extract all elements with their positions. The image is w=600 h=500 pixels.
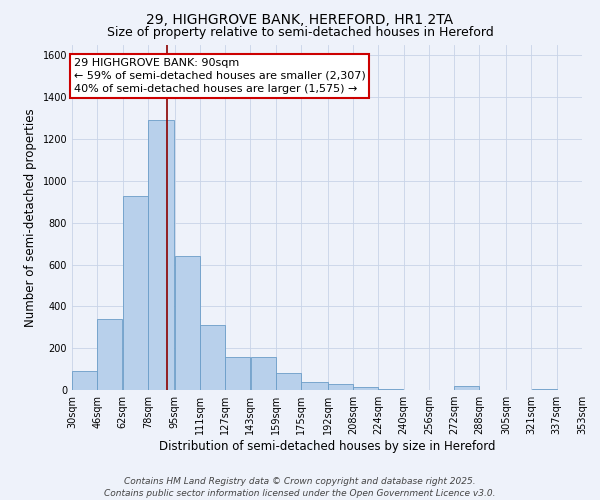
Text: Size of property relative to semi-detached houses in Hereford: Size of property relative to semi-detach…	[107, 26, 493, 39]
Bar	[251, 356, 275, 390]
Bar	[328, 384, 353, 390]
Bar	[353, 387, 378, 390]
Bar	[200, 325, 225, 390]
Text: 29, HIGHGROVE BANK, HEREFORD, HR1 2TA: 29, HIGHGROVE BANK, HEREFORD, HR1 2TA	[146, 12, 454, 26]
X-axis label: Distribution of semi-detached houses by size in Hereford: Distribution of semi-detached houses by …	[159, 440, 495, 453]
Bar	[582, 389, 600, 390]
Bar	[97, 319, 122, 390]
Bar	[379, 389, 403, 390]
Bar	[532, 389, 557, 390]
Y-axis label: Number of semi-detached properties: Number of semi-detached properties	[24, 108, 37, 327]
Bar	[122, 196, 148, 390]
Bar	[454, 386, 479, 390]
Bar	[72, 371, 97, 390]
Bar	[148, 120, 175, 390]
Bar	[301, 382, 328, 390]
Bar	[175, 256, 200, 390]
Bar	[276, 374, 301, 390]
Text: 29 HIGHGROVE BANK: 90sqm
← 59% of semi-detached houses are smaller (2,307)
40% o: 29 HIGHGROVE BANK: 90sqm ← 59% of semi-d…	[74, 58, 365, 94]
Text: Contains HM Land Registry data © Crown copyright and database right 2025.
Contai: Contains HM Land Registry data © Crown c…	[104, 476, 496, 498]
Bar	[225, 356, 250, 390]
